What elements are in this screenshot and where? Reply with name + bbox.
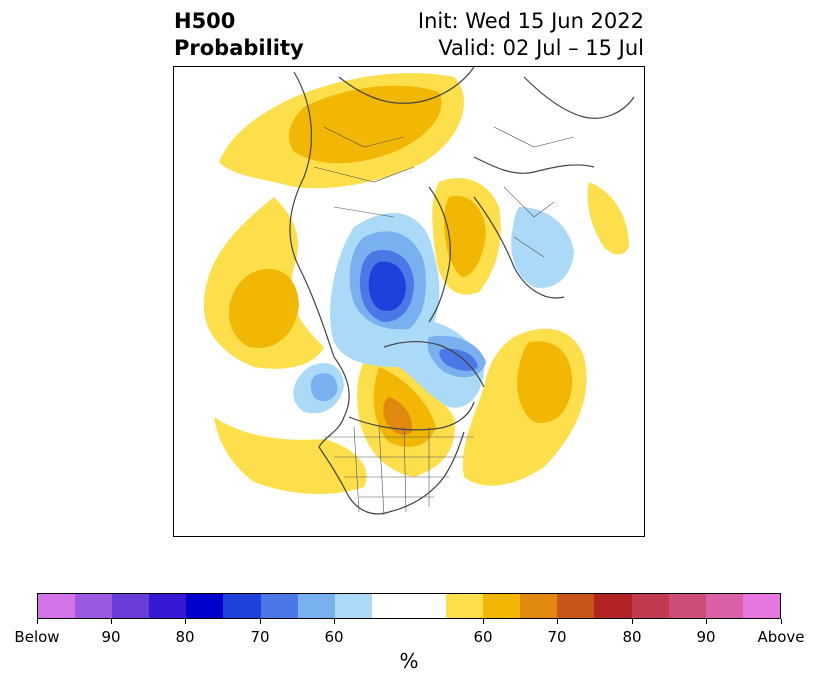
west-pacific-core xyxy=(229,268,299,348)
europe-core xyxy=(444,196,486,277)
colorbar xyxy=(37,593,781,619)
east-asia-anomaly xyxy=(587,182,629,255)
map-svg xyxy=(204,67,635,516)
below-regions xyxy=(293,207,574,414)
colorbar-segment xyxy=(520,594,558,618)
colorbar-segment xyxy=(631,594,669,618)
colorbar-segment xyxy=(149,594,187,618)
init-valid-info: Init: Wed 15 Jun 2022 Valid: 02 Jul – 15… xyxy=(418,8,644,62)
southwest-anomaly xyxy=(214,417,367,494)
colorbar-unit: % xyxy=(399,649,419,673)
colorbar-tick-label: 60 xyxy=(324,628,344,646)
title-line-1: H500 xyxy=(174,9,236,33)
colorbar-tick-label: 70 xyxy=(547,628,567,646)
colorbar-tick-label: 80 xyxy=(175,628,195,646)
colorbar-segment xyxy=(446,594,484,618)
colorbar-tick-mark xyxy=(334,619,335,624)
siberia-below-light xyxy=(511,207,574,288)
colorbar-segment xyxy=(408,594,447,618)
probability-map xyxy=(173,66,645,537)
above-mid-regions xyxy=(229,85,573,447)
arctic-below-core xyxy=(368,261,406,311)
colorbar-segment xyxy=(38,594,76,618)
colorbar-tick-mark xyxy=(483,619,484,624)
north-america-strong-core xyxy=(383,397,413,435)
colorbar-tick-label: 90 xyxy=(696,628,716,646)
init-date: Init: Wed 15 Jun 2022 xyxy=(417,9,644,33)
colorbar-tick-mark xyxy=(111,619,112,624)
colorbar-segment xyxy=(483,594,521,618)
colorbar-segment xyxy=(705,594,743,618)
colorbar-segment xyxy=(557,594,595,618)
colorbar-tick-mark xyxy=(781,619,782,624)
north-pacific-core xyxy=(288,85,442,164)
colorbar-tick-mark xyxy=(557,619,558,624)
north-america-core xyxy=(373,367,436,447)
colorbar-tick-label: 60 xyxy=(473,628,493,646)
colorbar-tick-label: 80 xyxy=(622,628,642,646)
coastlines xyxy=(289,67,635,515)
pacific-below-mid xyxy=(310,373,338,402)
atlantic-core xyxy=(517,341,573,423)
colorbar-tick-label: Below xyxy=(14,628,60,646)
valid-range: Valid: 02 Jul – 15 Jul xyxy=(438,36,644,60)
colorbar-segment xyxy=(223,594,261,618)
colorbar-tick-mark xyxy=(632,619,633,624)
colorbar-segment xyxy=(742,594,780,618)
colorbar-tick-mark xyxy=(260,619,261,624)
colorbar-segment xyxy=(297,594,335,618)
colorbar-tick-mark xyxy=(185,619,186,624)
colorbar-segment xyxy=(371,594,409,618)
colorbar-segment xyxy=(75,594,113,618)
chart-title: H500 Probability xyxy=(174,8,304,62)
colorbar-tick-label: 70 xyxy=(250,628,270,646)
colorbar-segment xyxy=(186,594,224,618)
hudson-below-strong xyxy=(439,348,478,371)
title-line-2: Probability xyxy=(174,36,304,60)
colorbar-tick-label: Above xyxy=(757,628,805,646)
colorbar-segment xyxy=(260,594,298,618)
colorbar-segment xyxy=(334,594,372,618)
colorbar-tick-mark xyxy=(706,619,707,624)
colorbar-segment xyxy=(668,594,706,618)
borders xyxy=(313,126,575,516)
colorbar-segment xyxy=(594,594,632,618)
colorbar-tick-label: 90 xyxy=(101,628,121,646)
colorbar-segment xyxy=(112,594,150,618)
colorbar-tick-mark xyxy=(37,619,38,624)
